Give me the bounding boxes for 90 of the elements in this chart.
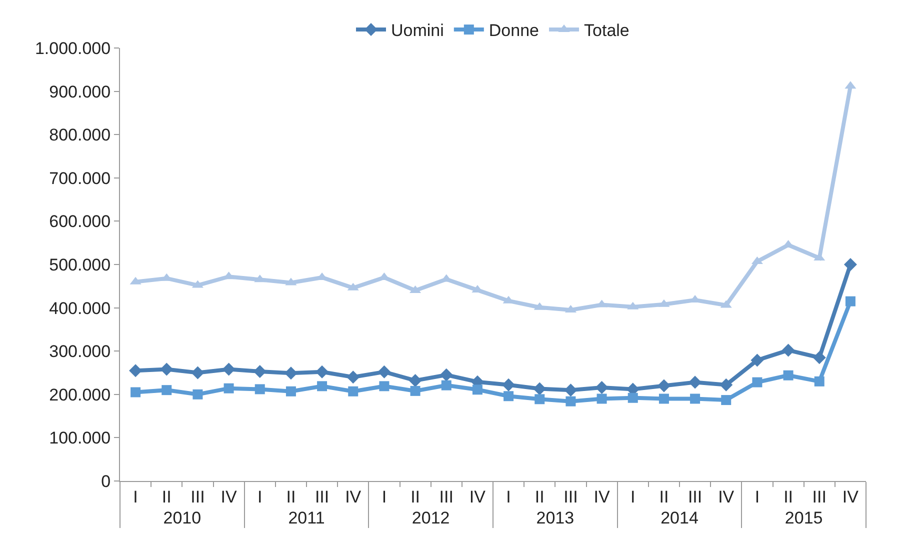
point <box>782 344 795 357</box>
y-tick-label: 200.000 <box>49 385 111 404</box>
legend-label: Uomini <box>391 21 444 40</box>
legend-label: Donne <box>488 21 540 40</box>
y-tick-label: 300.000 <box>49 342 111 362</box>
point <box>410 386 420 396</box>
y-tick-label: 400.000 <box>49 298 111 318</box>
x-tick-label: I <box>382 487 387 506</box>
point <box>845 296 856 306</box>
text: 2010 <box>163 508 202 528</box>
x-tick-label: III <box>564 487 578 506</box>
point <box>502 378 516 392</box>
point <box>378 365 391 378</box>
point <box>595 380 608 394</box>
point <box>472 384 482 395</box>
point <box>564 384 578 397</box>
text: 2012 <box>412 508 450 528</box>
text: 2014 <box>660 508 698 528</box>
point <box>130 387 141 398</box>
x-tick-label: I <box>630 487 636 506</box>
x-tick-label: IV <box>594 487 610 506</box>
point <box>379 381 390 392</box>
y-tick-label: 1.000.000 <box>34 38 111 58</box>
x-tick-label: II <box>659 487 669 506</box>
x-tick-label: III <box>812 487 826 506</box>
point <box>317 381 328 392</box>
text: 2015 <box>784 508 823 528</box>
x-tick-label: IV <box>469 487 486 506</box>
point <box>844 258 857 271</box>
y-tick-label: 500.000 <box>49 255 111 274</box>
point <box>690 394 700 404</box>
point <box>348 386 358 396</box>
x-tick-label: II <box>162 487 172 506</box>
y-tick-label: 100.000 <box>49 428 111 448</box>
x-tick-label: III <box>439 487 454 506</box>
x-tick-label: IV <box>345 487 362 506</box>
point <box>596 394 607 404</box>
x-tick-label: I <box>133 487 138 506</box>
point <box>812 351 826 364</box>
x-tick-label: III <box>688 487 702 506</box>
x-tick-label: II <box>410 487 420 506</box>
point <box>253 364 266 378</box>
point <box>316 365 329 378</box>
point <box>254 384 265 394</box>
x-tick-label: II <box>286 487 296 506</box>
point <box>566 396 576 406</box>
point <box>720 378 733 392</box>
x-tick-label: IV <box>718 487 735 506</box>
point <box>129 364 142 378</box>
point <box>440 368 453 382</box>
point <box>224 383 234 394</box>
point <box>162 385 172 396</box>
point <box>688 376 702 389</box>
text: 2013 <box>536 508 574 528</box>
point <box>721 395 732 406</box>
point <box>222 362 236 376</box>
x-tick-label: II <box>534 487 544 506</box>
point <box>814 376 824 386</box>
x-tick-label: IV <box>220 487 238 506</box>
point <box>533 382 546 396</box>
y-tick-label: 900.000 <box>49 82 111 102</box>
x-tick-label: I <box>506 487 511 506</box>
y-tick-label: 800.000 <box>49 126 111 145</box>
point <box>191 366 204 380</box>
point <box>284 366 298 380</box>
point <box>658 394 669 404</box>
point <box>346 370 360 384</box>
x-tick-label: I <box>258 487 262 506</box>
point <box>534 394 545 404</box>
y-tick-label: 700.000 <box>49 168 111 188</box>
point <box>441 380 452 390</box>
point <box>504 391 514 402</box>
point <box>750 354 764 367</box>
point <box>286 386 296 396</box>
text: 2011 <box>288 508 325 528</box>
legend-label: Totale <box>584 21 630 40</box>
x-tick-label: I <box>754 487 760 506</box>
x-tick-label: III <box>190 487 205 506</box>
y-tick-label: 0 <box>101 472 111 491</box>
x-tick-label: II <box>784 487 794 506</box>
point <box>160 362 174 376</box>
point <box>752 377 762 388</box>
point <box>408 374 422 388</box>
y-tick-label: 600.000 <box>49 212 111 232</box>
point <box>783 370 794 380</box>
x-tick-label: III <box>314 487 330 506</box>
point <box>657 379 670 392</box>
point <box>628 392 638 403</box>
point <box>192 389 203 400</box>
x-tick-label: IV <box>842 487 860 506</box>
